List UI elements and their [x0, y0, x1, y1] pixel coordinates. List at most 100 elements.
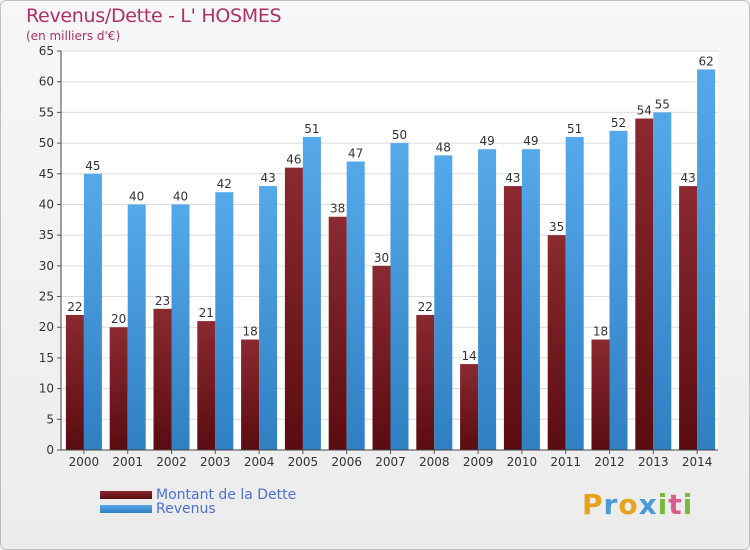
x-axis: 2000 2001 2002 2003 2004 2005 2006 2007 2008 2009… — [61, 449, 718, 469]
x-tick-label: 2000 — [69, 455, 100, 469]
bar-revenus — [521, 149, 540, 450]
x-tick-label: 2011 — [550, 455, 581, 469]
bar-dette — [416, 314, 435, 450]
y-tick-label: 20 — [39, 320, 54, 334]
logo-letter: x — [638, 488, 658, 521]
bar-revenus — [259, 186, 278, 451]
bar-revenus — [346, 161, 365, 450]
legend-item-dette: Montant de la Dette — [100, 487, 296, 503]
data-label: 21 — [199, 306, 214, 320]
data-label: 18 — [593, 325, 608, 339]
logo-letter: P — [582, 488, 604, 521]
data-label: 14 — [461, 349, 476, 363]
bar-revenus — [302, 136, 321, 450]
logo-letter: t — [668, 488, 683, 521]
proxiti-logo: Proxiti — [582, 488, 693, 521]
y-tick-label: 55 — [39, 105, 54, 119]
y-tick-label: 40 — [39, 197, 54, 211]
data-label: 54 — [637, 104, 652, 118]
data-label: 51 — [567, 122, 582, 136]
x-tick-label: 2003 — [200, 455, 231, 469]
bar-dette — [328, 216, 347, 450]
bar-dette — [591, 339, 610, 450]
bar-dette — [109, 327, 128, 450]
bar-revenus — [609, 130, 628, 451]
y-tick-label: 30 — [39, 259, 54, 273]
bar-revenus — [565, 136, 584, 450]
x-tick-label: 2010 — [507, 455, 538, 469]
legend-swatch-revenus — [100, 505, 152, 513]
y-tick-label: 35 — [39, 228, 54, 242]
logo-letter: i — [682, 488, 694, 521]
bar-revenus — [434, 155, 453, 450]
legend-label-dette: Montant de la Dette — [156, 487, 297, 503]
data-label: 49 — [479, 134, 494, 148]
data-label: 55 — [655, 97, 670, 111]
data-labels: 22 45 20 40 23 40 21 42 18 43 46 51 38 47 30 50 22 48 14 49… — [67, 54, 713, 363]
data-label: 38 — [330, 202, 345, 216]
data-label: 43 — [260, 171, 275, 185]
data-label: 35 — [549, 220, 564, 234]
data-label: 20 — [111, 312, 126, 326]
data-label: 40 — [129, 189, 144, 203]
y-tick-label: 0 — [46, 443, 54, 457]
bar-dette — [241, 339, 260, 450]
data-label: 49 — [523, 134, 538, 148]
x-tick-label: 2006 — [331, 455, 362, 469]
bar-dette — [503, 186, 522, 451]
bar-dette — [547, 235, 566, 450]
chart-subtitle: (en milliers d'€) — [26, 29, 121, 43]
bar-dette — [460, 364, 479, 450]
logo-letter: r — [603, 488, 619, 521]
logo-letter: o — [618, 488, 639, 521]
y-axis: 0 5 10 15 20 25 30 35 40 45 50 55 60 65 — [39, 44, 62, 457]
data-label: 51 — [304, 122, 319, 136]
data-label: 22 — [67, 300, 82, 314]
bar-revenus — [127, 204, 146, 450]
data-label: 23 — [155, 294, 170, 308]
x-tick-label: 2013 — [638, 455, 669, 469]
data-label: 50 — [392, 128, 407, 142]
bar-dette — [635, 118, 654, 451]
bar-dette — [372, 265, 391, 450]
data-label: 18 — [242, 325, 257, 339]
legend-item-revenus: Revenus — [100, 501, 216, 517]
data-label: 62 — [698, 54, 713, 68]
x-tick-label: 2009 — [463, 455, 494, 469]
data-label: 30 — [374, 251, 389, 265]
logo-letter: i — [657, 488, 669, 521]
legend-swatch-dette — [100, 491, 152, 499]
bar-revenus — [478, 149, 497, 450]
x-tick-label: 2012 — [594, 455, 625, 469]
x-tick-label: 2014 — [682, 455, 713, 469]
x-tick-label: 2004 — [244, 455, 275, 469]
bar-dette — [65, 314, 84, 450]
data-label: 22 — [418, 300, 433, 314]
bar-dette — [153, 308, 172, 450]
bar-dette — [284, 167, 303, 450]
data-label: 43 — [505, 171, 520, 185]
y-tick-label: 5 — [46, 412, 54, 426]
bar-dette — [679, 186, 698, 451]
data-label: 42 — [217, 177, 232, 191]
bar-revenus — [83, 173, 102, 450]
y-tick-label: 25 — [39, 290, 54, 304]
bar-revenus — [653, 112, 672, 450]
legend-label-revenus: Revenus — [156, 501, 216, 517]
bar-revenus — [697, 69, 716, 451]
bar-dette — [197, 321, 216, 450]
x-tick-label: 2007 — [375, 455, 406, 469]
y-tick-label: 10 — [39, 382, 54, 396]
bars — [65, 69, 716, 451]
data-label: 40 — [173, 189, 188, 203]
bar-revenus — [171, 204, 190, 450]
chart-title: Revenus/Dette - L' HOSMES — [26, 5, 282, 27]
bar-revenus — [390, 143, 409, 451]
data-label: 43 — [680, 171, 695, 185]
x-tick-label: 2001 — [112, 455, 143, 469]
bar-revenus — [215, 192, 234, 450]
y-tick-label: 50 — [39, 136, 54, 150]
data-label: 47 — [348, 146, 363, 160]
y-tick-label: 45 — [39, 167, 54, 181]
